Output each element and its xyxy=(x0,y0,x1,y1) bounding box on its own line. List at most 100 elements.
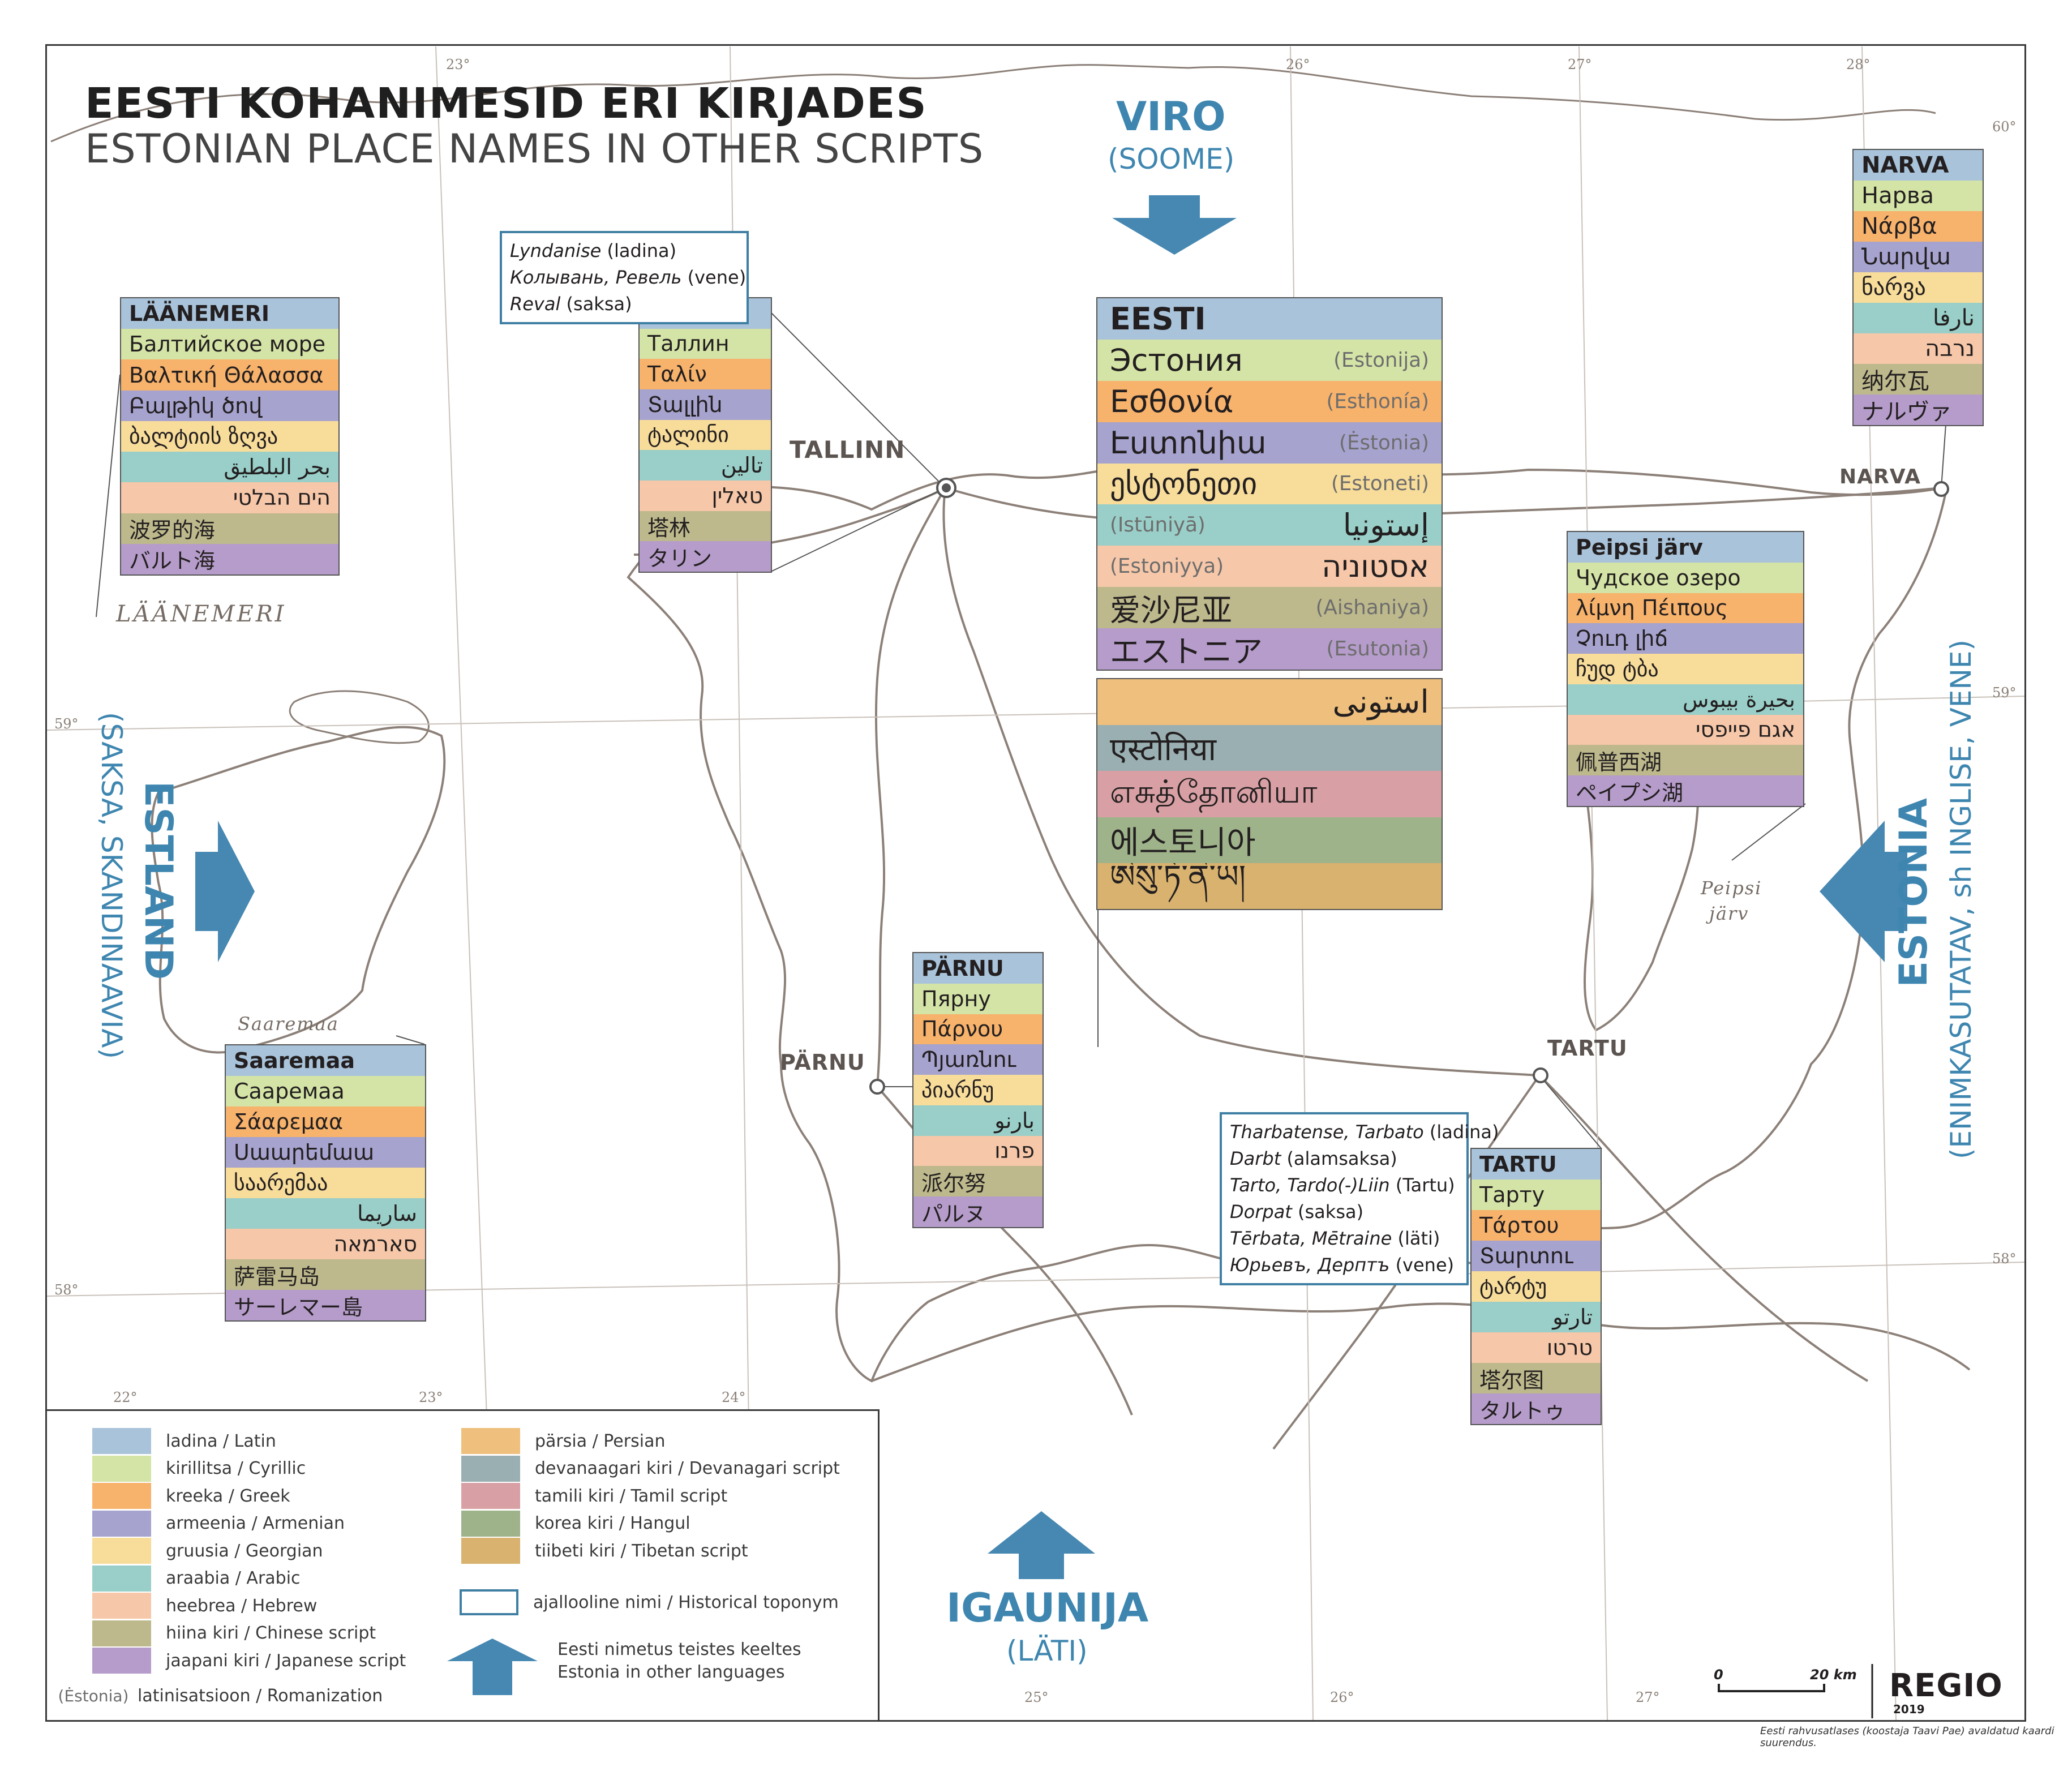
laanemeri-name-text: バルト海 xyxy=(129,548,216,574)
legend-exonym-text: Eesti nimetus teistes keeltes Estonia in… xyxy=(557,1639,801,1684)
historical-names-tallinn: Lyndanise (ladina) Колывань, Ревель (vene… xyxy=(500,231,749,324)
narva-name-row: نارفا xyxy=(1854,303,1983,333)
legend-swatch xyxy=(461,1455,520,1482)
eesti2-name-text: எசுத்தோனியா xyxy=(1110,773,1318,810)
scale-start: 0 xyxy=(1714,1667,1723,1683)
parnu-name-row: 派尔努 xyxy=(913,1166,1043,1197)
eesti-name-text: Էստոնիա xyxy=(1110,424,1267,461)
tallinn-name-text: טאלין xyxy=(711,483,763,508)
tallinn-name-text: タリン xyxy=(647,546,713,571)
saaremaa-name-text: サーレマー島 xyxy=(234,1294,363,1320)
narva-name-text: Νάρβα xyxy=(1861,213,1937,239)
tartu-name-row: タルトゥ xyxy=(1472,1393,1601,1424)
tallinn-name-row: Ταλίν xyxy=(640,359,771,389)
name-box-narva: NARVA Нарва Νάρβα Նարվա ნარვა نارفا נרבה 纳尔瓦 ナルヴ… xyxy=(1852,149,1984,426)
eesti-romanization: (Estoniyya) xyxy=(1110,555,1224,578)
lake-label-jarv: järv xyxy=(1709,903,1749,924)
city-label-parnu: PÄRNU xyxy=(780,1050,865,1075)
historical-name-line: Tarto, Tardo(-)Liin (Tartu) xyxy=(1230,1172,1458,1199)
laanemeri-name-text: Բալթիկ ծով xyxy=(129,393,263,418)
eesti2-name-text: 에스토니아 xyxy=(1110,824,1256,861)
eesti-name-row: エストニア (Esutonia) xyxy=(1097,628,1442,670)
tartu-name-text: タルトゥ xyxy=(1479,1398,1566,1423)
tick-lon-25: 25° xyxy=(1024,1689,1049,1705)
legend-label: ladina / Latin xyxy=(166,1431,276,1451)
name-box-tartu: TARTU Тарту Τάρτου Տարտու ტარტუ تارتو טרטו 塔尔图タ… xyxy=(1470,1148,1602,1425)
laanemeri-name-row: Բալթիկ ծով xyxy=(121,390,338,421)
saaremaa-name-row: 萨雷马岛 xyxy=(226,1259,425,1290)
arrow-right-icon xyxy=(195,821,255,962)
credit-line: Eesti rahvusatlases (koostaja Taavi Pae)… xyxy=(1760,1725,2054,1749)
legend-swatch xyxy=(92,1593,151,1619)
exonym-estland: ESTLAND xyxy=(136,781,181,980)
exonym-estonia: ESTONIA xyxy=(1891,798,1936,988)
historical-name: Юрьевъ, Дерптъ xyxy=(1230,1254,1390,1276)
legend-romanization-sample: (Ėstonia) xyxy=(58,1686,129,1705)
legend-swatch xyxy=(461,1483,520,1509)
eesti-romanization: (Ėstonia) xyxy=(1339,431,1429,454)
saaremaa-name-row: Σάαρεμαα xyxy=(226,1106,425,1137)
laanemeri-name-row: バルト海 xyxy=(121,543,338,574)
eesti-name-text: إستونيا xyxy=(1342,507,1429,543)
historical-name: Lyndanise xyxy=(510,240,602,261)
legend-label: pärsia / Persian xyxy=(535,1431,666,1451)
legend-label: tamili kiri / Tamil script xyxy=(535,1486,728,1506)
legend-item: jaapani kiri / Japanese script xyxy=(92,1648,406,1674)
historical-swatch xyxy=(460,1589,518,1615)
narva-name-text: נרבה xyxy=(1925,336,1975,362)
legend-historical: ajallooline nimi / Historical toponym xyxy=(460,1589,839,1615)
narva-name-text: ნარვა xyxy=(1861,275,1926,301)
tick-lon-23b: 23° xyxy=(419,1389,443,1405)
tartu-name-row: تارتو xyxy=(1472,1302,1601,1332)
latvia-border xyxy=(871,1302,1971,1382)
narva-name-row: ナルヴァ xyxy=(1854,394,1983,425)
legend-item: araabia / Arabic xyxy=(92,1565,301,1592)
legend-label: kreeka / Greek xyxy=(166,1486,290,1506)
tick-lon-27: 27° xyxy=(1568,57,1592,72)
legend-label: devanaagari kiri / Devanagari script xyxy=(535,1459,840,1478)
tartu-name-row: TARTU xyxy=(1472,1149,1601,1180)
saaremaa-name-text: ساريما xyxy=(357,1201,417,1226)
narva-marker xyxy=(1933,481,1949,497)
historical-name: Reval xyxy=(510,293,561,315)
legend-label-historical: ajallooline nimi / Historical toponym xyxy=(533,1592,839,1612)
laanemeri-name-text: Балтийское море xyxy=(129,332,326,357)
parnu-name-text: Πάρνου xyxy=(921,1017,1003,1042)
tallinn-name-row: تالين xyxy=(640,450,771,481)
legend-swatch xyxy=(92,1648,151,1674)
historical-name: Tērbata, Mētraine xyxy=(1230,1228,1392,1249)
peipsi-name-text: λίμνη Πέιπους xyxy=(1576,595,1728,621)
parnu-name-row: Պյառնու xyxy=(913,1044,1043,1075)
historical-name-line: Tērbata, Mētraine (läti) xyxy=(1230,1225,1458,1252)
eesti-name-text: Εσθονία xyxy=(1110,383,1234,419)
saaremaa-name-text: Սաարեմաա xyxy=(234,1140,375,1165)
legend-label: heebrea / Hebrew xyxy=(166,1596,318,1616)
hiiumaa-outline xyxy=(289,690,430,744)
narva-name-row: Нарва xyxy=(1854,181,1983,211)
tick-lat-59: 59° xyxy=(54,716,79,732)
saaremaa-name-row: საარემაა xyxy=(226,1168,425,1198)
eesti-name-text: ესტონეთი xyxy=(1110,466,1258,502)
legend-label: kirillitsa / Cyrillic xyxy=(166,1459,306,1478)
historical-name-line: Darbt (alamsaksa) xyxy=(1230,1146,1458,1172)
peipsi-name-text: 佩普西湖 xyxy=(1576,749,1662,775)
peipsi-name-row: Peipsi järv xyxy=(1568,532,1803,563)
historical-name: Tharbatense, Tarbato xyxy=(1230,1121,1424,1143)
narva-name-text: ナルヴァ xyxy=(1861,399,1952,425)
peipsi-name-text: Չուդ լիճ xyxy=(1576,626,1668,651)
exonym-viro-note: (SOOME) xyxy=(1108,143,1235,175)
eesti-name-row: Эстония (Estonija) xyxy=(1097,339,1442,381)
tick-lon-28: 28° xyxy=(1846,57,1871,72)
tick-lat-58r: 58° xyxy=(1992,1251,2017,1267)
laanemeri-name-row: LÄÄNEMERI xyxy=(121,298,338,329)
name-box-tallinn: TALLINNТаллинΤαλίνՏալլինტალინიتالينטאלין… xyxy=(638,297,772,573)
exonym-arrows xyxy=(195,195,1907,1579)
tallinn-name-row: טאלין xyxy=(640,480,771,511)
tartu-name-row: Տարտու xyxy=(1472,1241,1601,1271)
eesti-name-row: (Istūniyā) إستونيا xyxy=(1097,504,1442,546)
tallinn-name-text: Տալլին xyxy=(647,392,723,417)
saaremaa-outline xyxy=(151,726,446,1054)
peipsi-name-text: Peipsi järv xyxy=(1576,534,1703,560)
historical-language: (vene) xyxy=(1389,1254,1455,1276)
tallinn-name-row: ტალინი xyxy=(640,419,771,451)
